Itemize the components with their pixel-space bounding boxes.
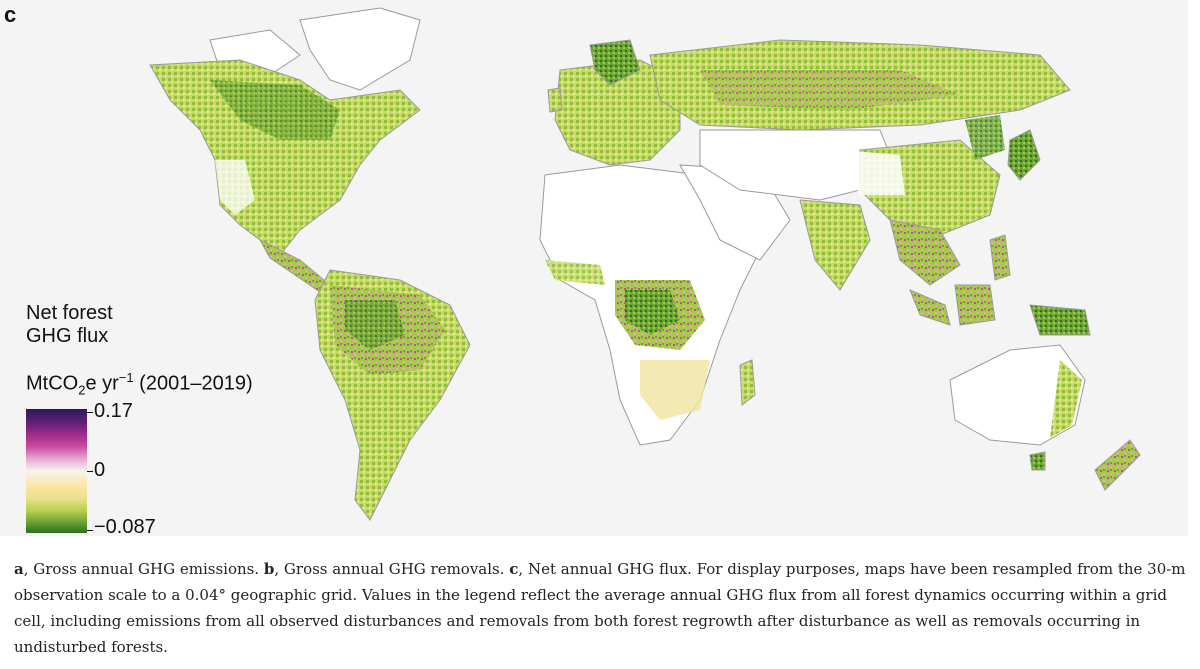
legend-min-label: −0.087: [94, 516, 156, 538]
units-pre: MtCO: [26, 372, 79, 395]
philippines: [989, 234, 1011, 281]
caption-a-text: , Gross annual GHG emissions.: [23, 560, 264, 578]
caption-a-letter: a: [14, 560, 24, 578]
tasmania: [1029, 451, 1046, 471]
borneo: [954, 284, 996, 326]
madagascar: [739, 359, 756, 406]
china-west: [840, 150, 905, 195]
caption-c-letter: c: [509, 560, 519, 578]
uk-ireland: [547, 87, 563, 113]
australia-east-forest: [1050, 360, 1082, 438]
central-asia: [699, 129, 901, 201]
congo-core: [625, 290, 680, 335]
new-zealand: [1094, 439, 1141, 491]
west-africa-coast: [545, 260, 605, 285]
tick-max: [87, 412, 93, 413]
amazon-core: [345, 300, 405, 350]
tick-min: [87, 530, 93, 531]
figure-caption: a, Gross annual GHG emissions. b, Gross …: [14, 556, 1190, 660]
caption-b-text: , Gross annual GHG removals.: [274, 560, 510, 578]
new-guinea: [1029, 304, 1091, 336]
units-sup: −1: [118, 370, 134, 385]
map-figure: c Net forest GHG flux MtCO2e yr−1 (2001–…: [0, 0, 1188, 538]
tick-mid: [87, 471, 93, 472]
central-america: [258, 238, 331, 293]
southern-africa: [640, 360, 710, 420]
north-america-boreal: [210, 80, 340, 140]
japan: [1007, 129, 1041, 181]
siberia-taiga: [700, 70, 960, 110]
legend-mid-label: 0: [94, 459, 106, 481]
southeast-asia: [889, 219, 961, 286]
legend-title: Net forest GHG flux: [26, 302, 113, 348]
sumatra: [909, 289, 951, 326]
caption-b-letter: b: [263, 560, 275, 578]
legend-max-label: 0.17: [94, 400, 133, 422]
korea-ne-china: [965, 115, 1005, 160]
world-map: [149, 7, 1141, 521]
india: [799, 199, 871, 291]
legend-title-line2: GHG flux: [26, 325, 109, 347]
legend-units: MtCO2e yr−1 (2001–2019): [26, 370, 253, 398]
panel-letter: c: [4, 2, 17, 27]
legend-colorbar: [26, 409, 87, 533]
units-post: (2001–2019): [133, 372, 253, 395]
greenland: [299, 7, 421, 91]
caption-c-text: , Net annual GHG flux. For display purpo…: [14, 560, 1186, 656]
legend-title-line1: Net forest: [26, 302, 113, 324]
scandinavia: [589, 39, 641, 86]
units-mid: e yr: [85, 372, 119, 395]
north-america-west: [215, 160, 255, 215]
australia: [949, 344, 1086, 446]
units-sub: 2: [78, 382, 86, 398]
